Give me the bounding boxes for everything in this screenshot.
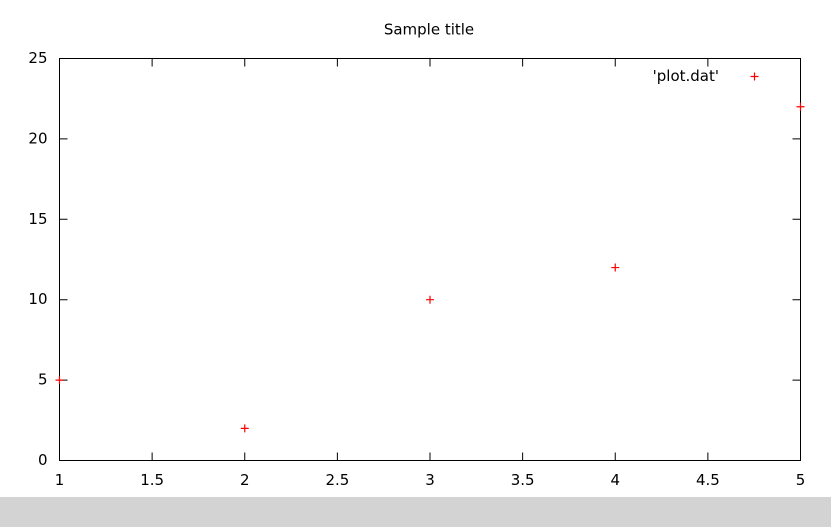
x-tick-label: 3.5 — [511, 471, 535, 489]
y-tick-label: 25 — [28, 49, 47, 67]
legend-marker — [750, 72, 759, 81]
point — [796, 102, 805, 111]
y-tick-label: 5 — [38, 371, 48, 389]
point — [426, 295, 434, 304]
legend-label: 'plot.dat' — [653, 67, 719, 85]
point — [611, 263, 620, 272]
point — [240, 424, 249, 433]
x-tick-label: 1.5 — [140, 471, 164, 489]
x-tick-label: 4 — [610, 471, 620, 489]
status-bar — [0, 497, 831, 527]
y-tick-label: 15 — [28, 210, 47, 228]
point — [55, 376, 64, 385]
y-tick-label: 20 — [28, 129, 47, 147]
y-tick-label: 0 — [38, 451, 48, 469]
x-tick-label: 4.5 — [696, 471, 720, 489]
chart-title: Sample title — [384, 21, 474, 39]
plot-frame — [59, 58, 801, 461]
x-tick-label: 5 — [796, 471, 806, 489]
x-tick-label: 1 — [55, 471, 65, 489]
y-tick-label: 10 — [28, 290, 47, 308]
x-tick-label: 2 — [240, 471, 250, 489]
x-tick-label: 3 — [425, 471, 435, 489]
x-tick-label: 2.5 — [325, 471, 349, 489]
